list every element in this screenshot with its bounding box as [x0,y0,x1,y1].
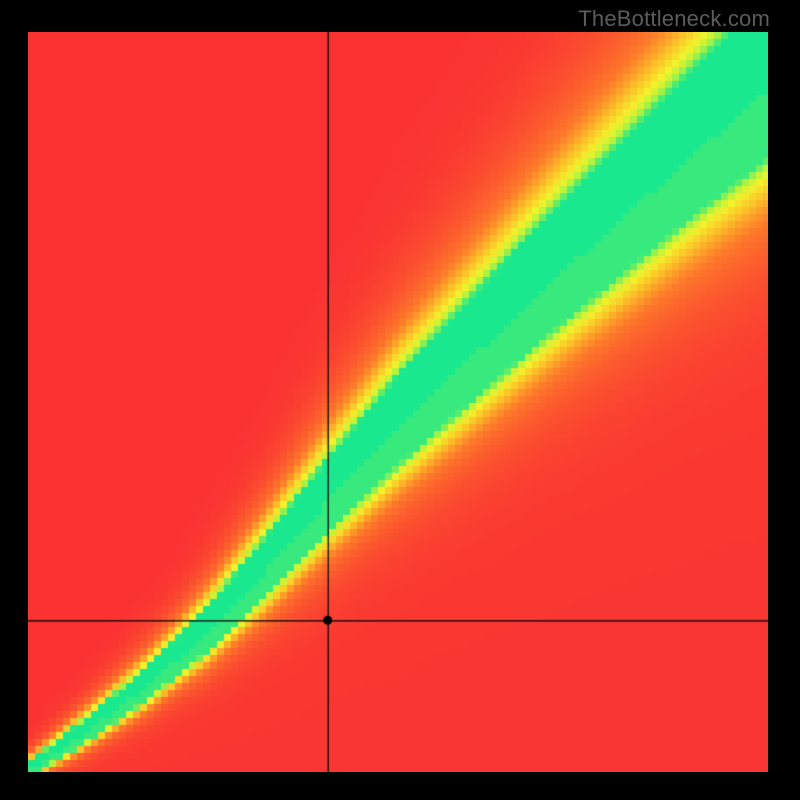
chart-container: TheBottleneck.com [0,0,800,800]
bottleneck-heatmap [28,32,768,772]
watermark-text: TheBottleneck.com [578,6,770,32]
